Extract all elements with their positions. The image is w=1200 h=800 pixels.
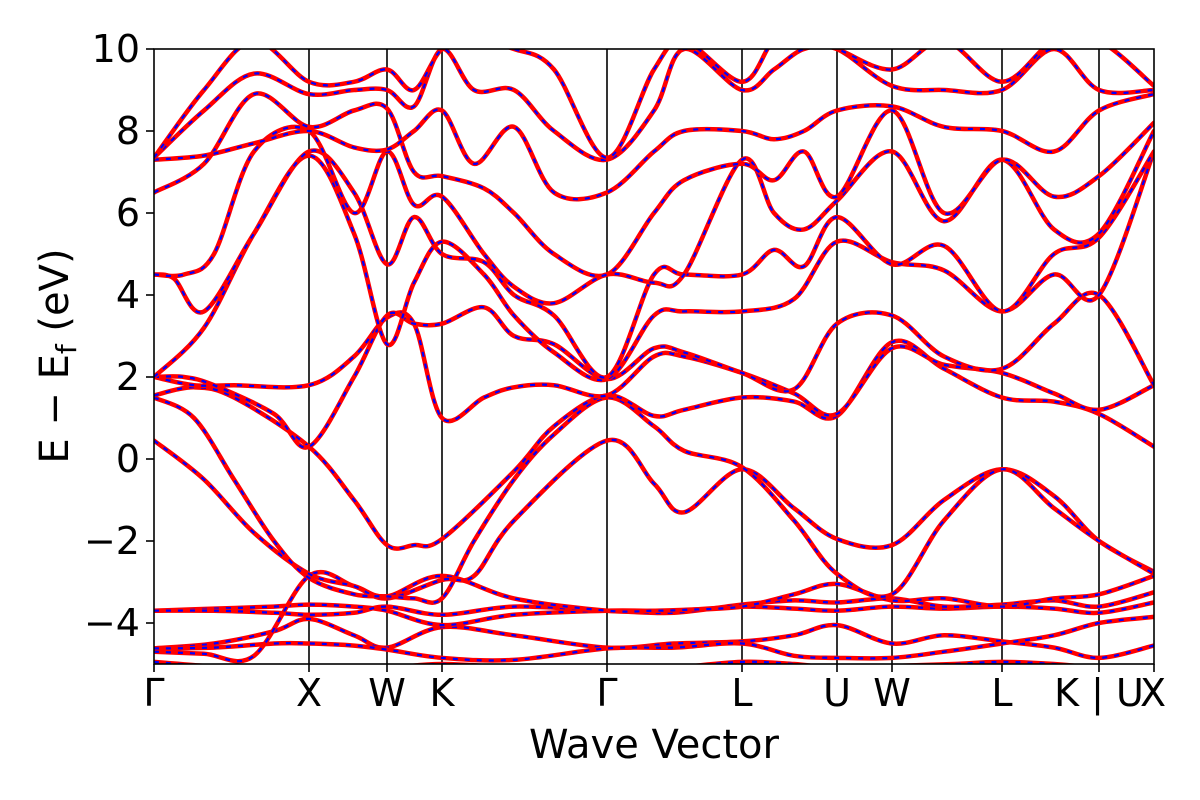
y-tick-label-0: 10 xyxy=(92,27,140,71)
x-tick-label-1: X xyxy=(296,671,322,715)
band-16-wannier xyxy=(154,49,1154,162)
x-tick-label-5: L xyxy=(731,671,752,715)
y-axis-label-unit: (eV) xyxy=(32,248,78,344)
plot-frame xyxy=(153,48,1155,665)
y-axis-label-main: E − E xyxy=(32,354,78,464)
y-axis-ticks: 10 8 6 4 2 0 −2 −4 xyxy=(84,27,154,645)
band-8-wannier xyxy=(154,339,1154,550)
x-tick-label-0: Γ xyxy=(143,671,164,715)
x-tick-label-7: W xyxy=(873,671,911,715)
band-1-wannier xyxy=(154,617,1154,660)
band-14-wannier xyxy=(154,92,1154,278)
y-axis-label-subscript: f xyxy=(50,343,83,354)
y-tick-label-1: 8 xyxy=(116,109,140,153)
x-tick-label-4: Γ xyxy=(596,671,617,715)
band-17-dft xyxy=(154,49,1154,160)
band-2-wannier xyxy=(154,615,1154,662)
y-tick-label-6: −2 xyxy=(84,519,140,563)
band-lines xyxy=(154,49,1154,664)
y-axis-label: E − Ef (eV) xyxy=(32,248,83,463)
y-tick-label-5: 0 xyxy=(116,437,140,481)
y-tick-label-2: 6 xyxy=(116,191,140,235)
band-6-dft xyxy=(154,437,1154,601)
y-tick-label-4: 2 xyxy=(116,355,140,399)
x-tick-label-9: K | U xyxy=(1054,671,1144,716)
x-axis-label: Wave Vector xyxy=(529,722,780,768)
band-4-wannier xyxy=(154,591,1154,616)
band-7-wannier xyxy=(154,396,1154,604)
x-tick-label-10: X xyxy=(1140,671,1166,715)
band-15-wannier xyxy=(154,93,1154,201)
band-9-dft xyxy=(154,310,1154,424)
band-5-wannier xyxy=(154,570,1154,663)
x-tick-label-3: K xyxy=(430,671,456,715)
y-tick-label-7: −4 xyxy=(84,601,140,645)
x-tick-label-8: L xyxy=(991,671,1012,715)
x-tick-label-6: U xyxy=(823,671,851,715)
y-tick-label-3: 4 xyxy=(116,273,140,317)
band-12-dft xyxy=(154,148,1154,380)
x-tick-label-2: W xyxy=(368,671,406,715)
